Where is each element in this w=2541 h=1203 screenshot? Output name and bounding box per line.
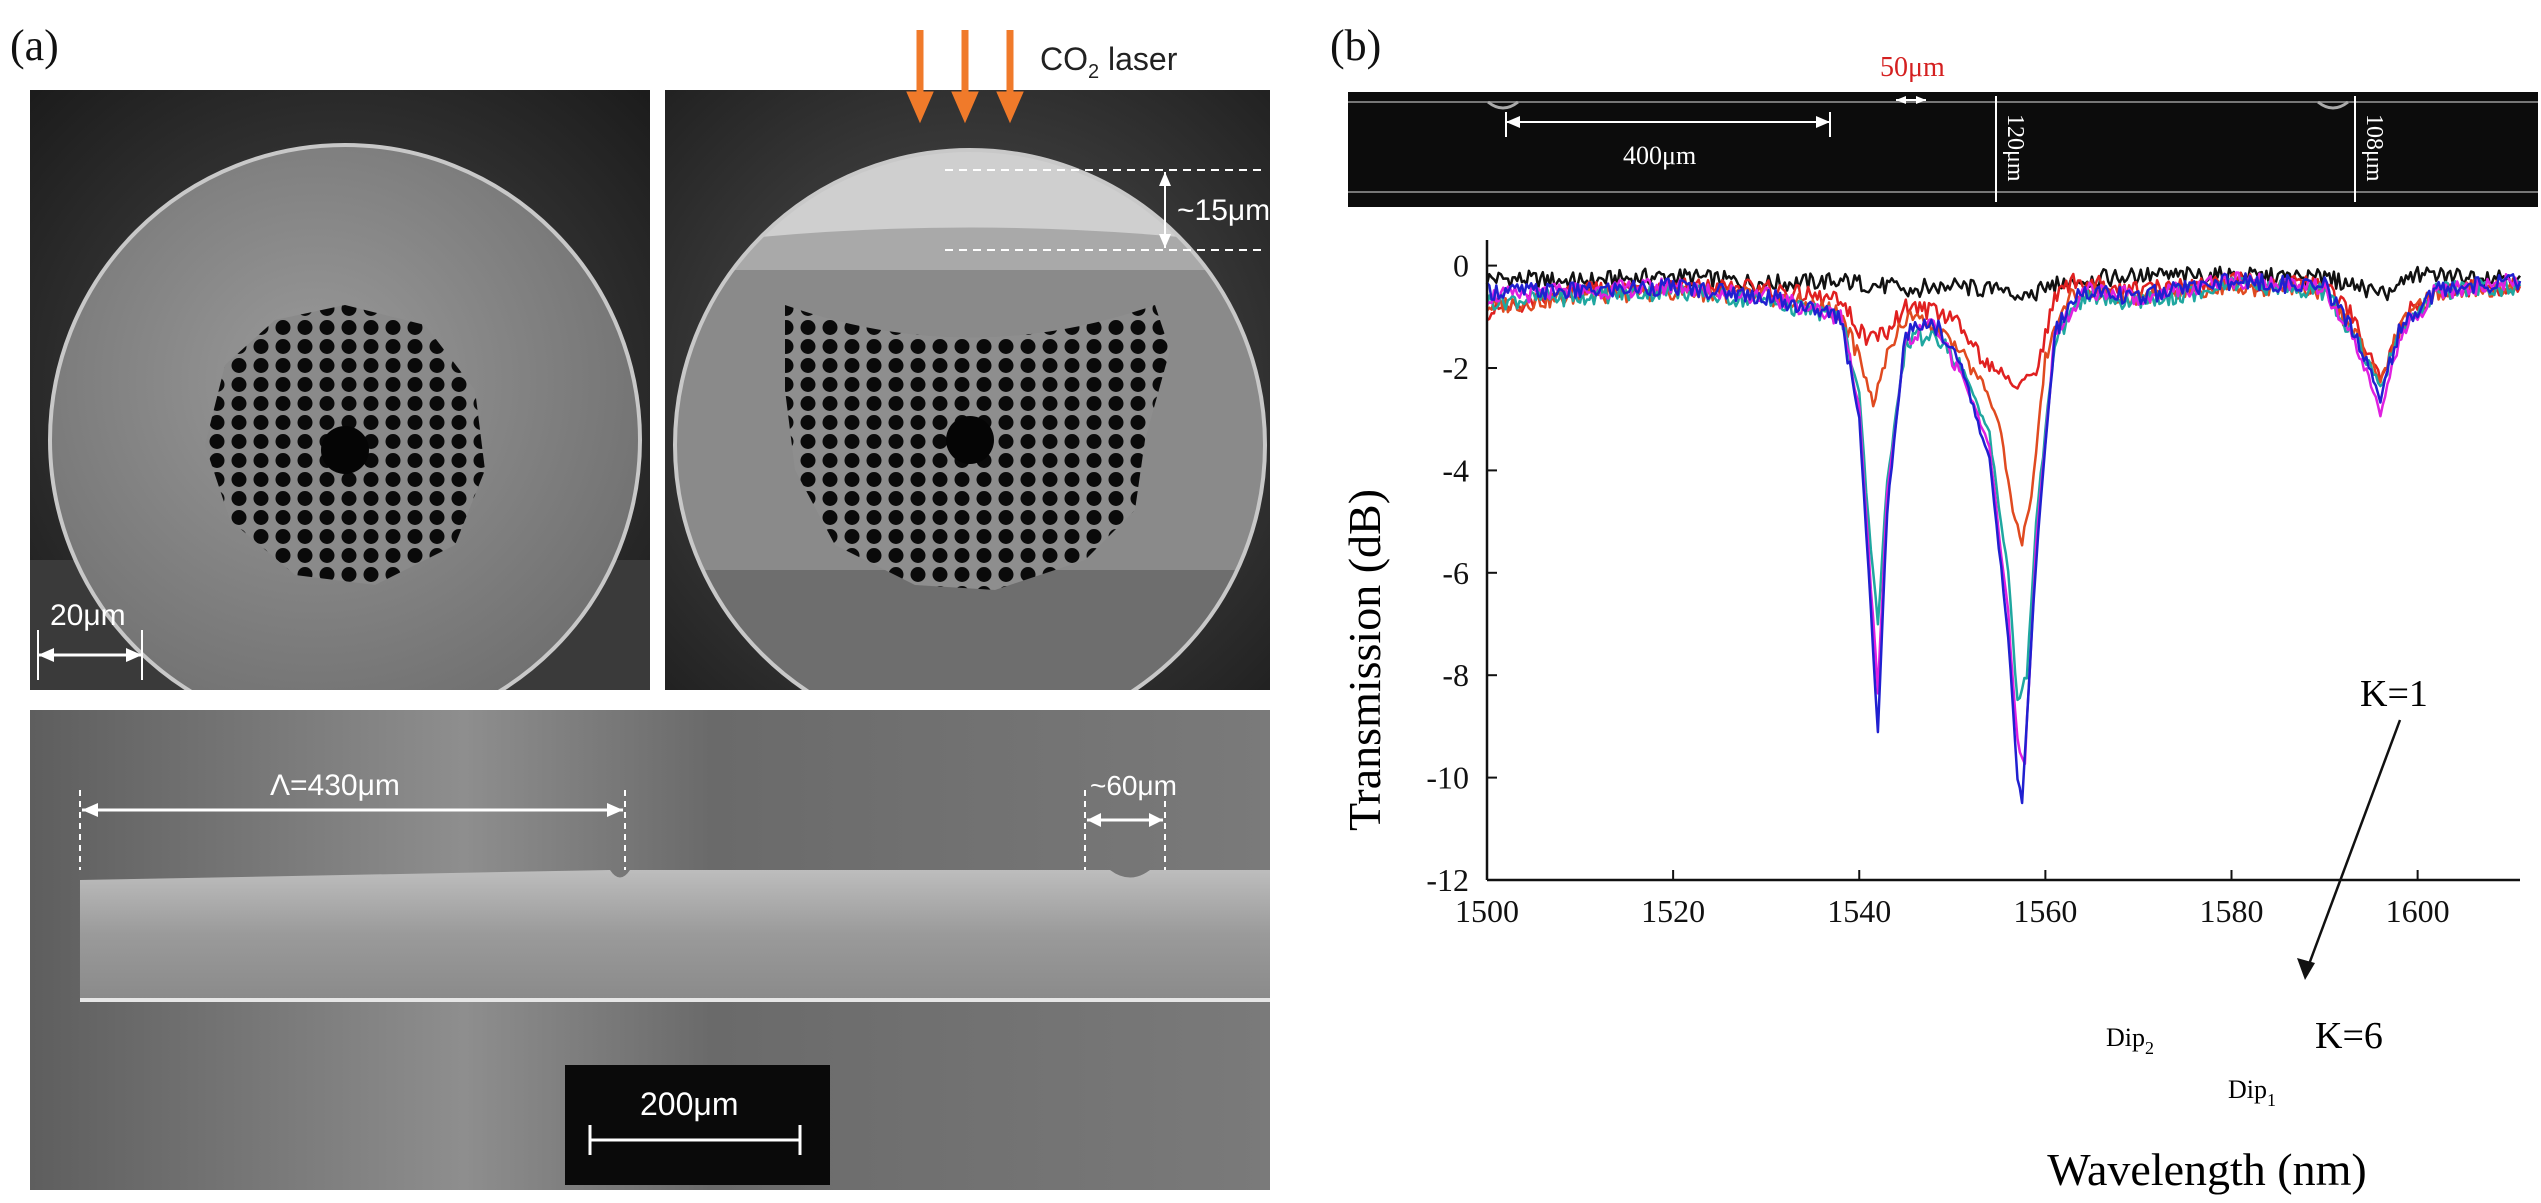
x-tick-label: 1600 xyxy=(2386,893,2450,929)
y-axis-label: Transmission (dB) xyxy=(1339,489,1390,831)
series-line-k4 xyxy=(1485,276,2522,702)
series-line-k1 xyxy=(1485,265,2522,302)
y-tick-label: -4 xyxy=(1442,452,1469,488)
series-line-k3 xyxy=(1486,278,2521,547)
diameter-outer-label: 120μm xyxy=(2002,114,2028,182)
scale-label-20um: 20μm xyxy=(50,599,126,632)
x-tick-label: 1500 xyxy=(1455,893,1519,929)
y-tick-label: -10 xyxy=(1426,760,1469,796)
x-tick-label: 1520 xyxy=(1641,893,1705,929)
x-axis-label: Wavelength (nm) xyxy=(2047,1144,2366,1195)
transmission-spectrum-chart: 1500 1520 1540 1560 1580 16000-2-4-6-8-10-12 … xyxy=(1339,240,2522,1195)
micrograph-grooved-fiber: 400μm 120μm 108μm xyxy=(1348,92,2538,207)
y-tick-label: 0 xyxy=(1453,248,1469,284)
x-tick-label: 1580 xyxy=(2200,893,2264,929)
annotation-k6: K=6 xyxy=(2315,1015,2383,1057)
diameter-inner-label: 108μm xyxy=(2361,114,2387,182)
groove-width-label-red: 50μm xyxy=(1880,52,1945,83)
co2-laser-indicator: CO2 laser xyxy=(906,30,1178,124)
plot-area xyxy=(1485,265,2522,805)
y-tick-label: -6 xyxy=(1442,555,1469,591)
y-tick-label: -12 xyxy=(1426,862,1469,898)
annotation-dip2: Dip2 xyxy=(2106,1023,2154,1058)
laser-arrow-icon xyxy=(906,30,1024,124)
panel-a-label: (a) xyxy=(10,21,59,70)
chart-axes: 1500 1520 1540 1560 1580 1600 0 -2 -4 -6 -8 -10 -12 xyxy=(1426,240,2520,929)
x-tick-label: 1540 xyxy=(1827,893,1891,929)
period-label: Λ=430μm xyxy=(270,769,400,802)
scale-bar-box xyxy=(565,1065,830,1185)
x-tick-label: 1560 xyxy=(2013,893,2077,929)
depth-label: ~15μm xyxy=(1177,194,1270,227)
annotation-k1: K=1 xyxy=(2360,673,2428,715)
sem-polished-cross-section: ~15μm xyxy=(665,90,1270,690)
k-trend-arrowhead-icon xyxy=(2297,958,2315,980)
annotation-dip1: Dip1 xyxy=(2228,1075,2276,1110)
y-tick-label: -8 xyxy=(1442,657,1469,693)
spacing-label: 400μm xyxy=(1623,141,1696,170)
sem-side-view-grating: Λ=430μm ~60μm 200μm xyxy=(30,710,1270,1190)
series-line-k6 xyxy=(1486,272,2522,805)
panel-b-label: (b) xyxy=(1330,21,1382,70)
scale-label-200um: 200μm xyxy=(640,1086,738,1122)
k-trend-arrow xyxy=(2303,719,2402,976)
co2-laser-label: CO2 laser xyxy=(1040,41,1178,83)
groove-width-label: ~60μm xyxy=(1090,770,1177,801)
sem-pcf-cross-section: 20μm xyxy=(30,90,650,690)
y-tick-label: -2 xyxy=(1442,350,1469,386)
